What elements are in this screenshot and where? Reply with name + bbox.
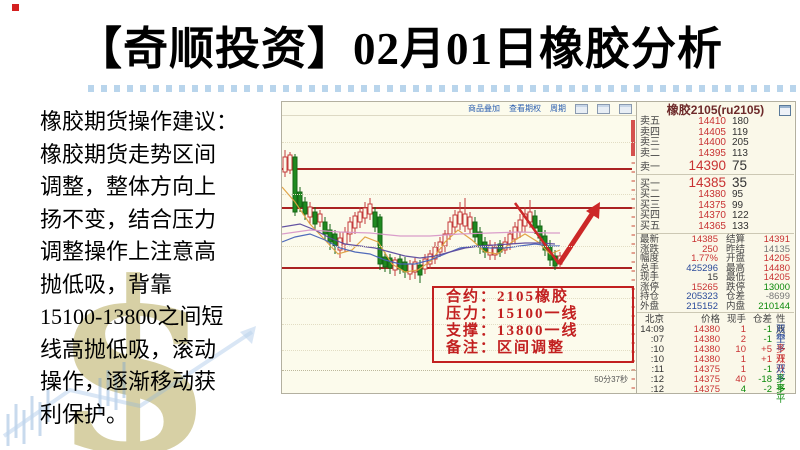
advice-line: 调整，整体方向上 bbox=[40, 174, 217, 199]
contract-title-label: 橡胶2105(ru2105) bbox=[666, 103, 765, 117]
gridline bbox=[282, 324, 636, 325]
col-oi-change: 仓差 bbox=[752, 314, 772, 325]
depth-row: 买二 14380 95 bbox=[640, 189, 744, 200]
stat-row: 幅度 1.77% 开盘 14205 bbox=[640, 253, 790, 264]
quote-panel: 橡胶2105(ru2105) 卖五 14410 180 卖四 14405 119 卖三 144… bbox=[636, 102, 794, 405]
gridline bbox=[282, 142, 636, 143]
tick-table: 14:09 14380 1 -1 双平:07 14380 2 -1 空平:10 14380 10 +5… bbox=[637, 324, 794, 405]
advice-line: 抛低吸，背靠 bbox=[40, 271, 173, 297]
period-button-3[interactable] bbox=[619, 103, 632, 114]
ask-levels: 卖五 14410 180 卖四 14405 119 卖三 14400 205 卖二 14395 113… bbox=[637, 116, 794, 174]
chart-plot-area[interactable]: 合约：2105橡胶 压力：15100一线 支撑：13800一线 备注：区间调整 50分… bbox=[282, 116, 636, 392]
depth-row: 买五 14365 133 bbox=[640, 220, 749, 232]
dollar-watermark: $ bbox=[52, 231, 216, 450]
gridline bbox=[282, 194, 636, 195]
tick-row: 14:09 14380 1 -1 双平 bbox=[640, 324, 786, 345]
view-options-link[interactable]: 查看期权 bbox=[509, 104, 541, 113]
col-volume: 现手 bbox=[726, 314, 746, 325]
col-nature: 性质 bbox=[776, 314, 786, 336]
depth-row: 卖五 14410 180 bbox=[640, 116, 749, 127]
tick-table-header: 北京 价格 现手 仓差 性质 bbox=[637, 314, 794, 336]
advice-line: 线高抛低吸，滚动 bbox=[40, 336, 217, 362]
tick-row: :12 14375 4 -2 多平 bbox=[650, 384, 786, 405]
window-restore-icon[interactable] bbox=[779, 105, 791, 116]
stat-row: 涨停 15265 跌停 13000 bbox=[640, 281, 790, 293]
col-time: 北京 bbox=[644, 314, 664, 325]
tick-row: :07 14380 2 -1 空平 bbox=[650, 334, 786, 355]
red-dot bbox=[12, 4, 19, 11]
analysis-annotation-box: 合约：2105橡胶 压力：15100一线 支撑：13800一线 备注：区间调整 bbox=[432, 286, 634, 363]
stat-row: 外盘 215152 内盘 210144 bbox=[640, 300, 790, 312]
period-button-2[interactable] bbox=[597, 103, 610, 114]
depth-row: 买四 14370 122 bbox=[640, 210, 749, 221]
overlay-commodity-link[interactable]: 商品叠加 bbox=[468, 104, 500, 113]
tick-row: :10 14380 10 +5 多开 bbox=[650, 344, 786, 365]
market-stats: 最新 14385 结算 14391 涨跌 250 昨结 14135 幅度 1.77% 开盘 14205… bbox=[637, 235, 794, 311]
bid-levels: 买一 14385 35 买二 14380 95 买三 14375 99 买四 14370 122 买五 1… bbox=[637, 176, 794, 232]
depth-row: 卖四 14405 119 bbox=[640, 126, 748, 138]
chart-toolbar: 商品叠加 查看期权 周期 bbox=[282, 102, 636, 116]
advice-line: 橡胶期货操作建议： bbox=[40, 109, 239, 134]
stat-row: 持仓 205323 仓差 -8699 bbox=[640, 291, 790, 302]
contract-title: 橡胶2105(ru2105) bbox=[637, 102, 794, 117]
gridline bbox=[282, 370, 636, 371]
tick-row: :11 14375 1 -1 双平 bbox=[651, 364, 786, 385]
trading-app-window: 商品叠加 查看期权 周期 合约：2105橡胶 压力：15100一线 支撑：13800… bbox=[281, 101, 796, 405]
advice-line: 操作，逐渐移动获 bbox=[40, 369, 217, 394]
countdown-label: 50分37秒 bbox=[594, 375, 628, 384]
advice-line: 调整操作上注意高 bbox=[40, 239, 217, 264]
annotation-line: 支撑：13800一线 bbox=[446, 323, 579, 339]
depth-row: 买三 14375 99 bbox=[640, 199, 744, 211]
stat-row: 涨跌 250 昨结 14135 bbox=[640, 243, 790, 255]
depth-row: 卖一 14390 75 bbox=[640, 158, 748, 174]
advice-line: 15100-13800之间短 bbox=[40, 304, 224, 329]
stat-row: 最新 14385 结算 14391 bbox=[640, 234, 790, 245]
depth-row: 卖三 14400 205 bbox=[640, 137, 749, 148]
tick-row: :12 14375 40 -18 多平 bbox=[650, 374, 786, 395]
stat-row: 总手 425296 最高 14480 bbox=[640, 262, 790, 274]
stat-row: 现手 15 最低 14205 bbox=[640, 272, 790, 283]
period-button-1[interactable] bbox=[575, 103, 588, 114]
tick-row: :10 14380 1 +1 双开 bbox=[650, 354, 786, 375]
depth-row: 卖二 14395 113 bbox=[640, 147, 748, 159]
annotation-line: 压力：15100一线 bbox=[446, 306, 579, 322]
depth-row: 买一 14385 35 bbox=[640, 175, 748, 191]
page-title: 【奇顺投资】02月01日橡胶分析 bbox=[76, 24, 723, 74]
advice-line: 橡胶期货走势区间 bbox=[40, 141, 217, 167]
background-chart-decoration bbox=[2, 326, 256, 446]
gridline bbox=[282, 350, 636, 351]
gridline bbox=[282, 298, 636, 299]
period-link[interactable]: 周期 bbox=[550, 104, 566, 113]
advice-line: 利保护。 bbox=[40, 401, 129, 427]
advice-line: 扬不变，结合压力 bbox=[40, 206, 217, 232]
dotted-divider bbox=[88, 85, 800, 92]
annotation-line: 备注：区间调整 bbox=[446, 340, 566, 356]
candlestick-chart-panel: 商品叠加 查看期权 周期 合约：2105橡胶 压力：15100一线 支撑：13800… bbox=[282, 102, 636, 393]
advice-text-block: 橡胶期货操作建议： 橡胶期货走势区间 调整，整体方向上 扬不变，结合压力 调整操作上注意… bbox=[40, 106, 280, 431]
gridline bbox=[282, 246, 636, 247]
annotation-line: 合约：2105橡胶 bbox=[446, 289, 570, 305]
col-price: 价格 bbox=[700, 314, 720, 325]
